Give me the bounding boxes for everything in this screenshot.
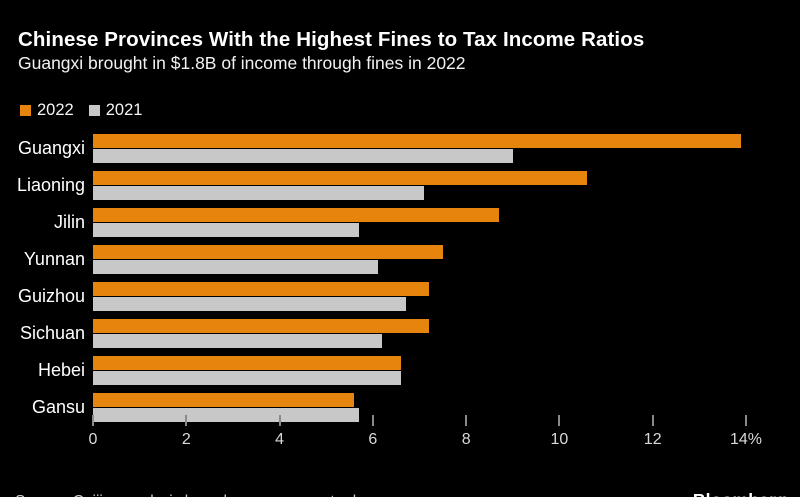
x-axis-labels: 0 2 4 6 8 10 12 14% [89,431,762,451]
chart-title: Chinese Provinces With the Highest Fines… [18,28,645,51]
bar-2022-sichuan [93,319,429,333]
bar-2022-yunnan [93,245,443,259]
chart-footer: Source: Caijing analysis based on govern… [0,490,800,497]
category-label: Liaoning [16,175,85,195]
chart-row-yunnan: Yunnan [0,245,800,274]
bar-2022-hebei [93,356,401,370]
category-label: Guizhou [17,286,85,306]
x-axis-tick-label: 14% [729,431,763,448]
bar-2021-sichuan [93,334,383,348]
x-axis-tick-label: 0 [88,431,98,448]
bar-2021-jilin [93,223,359,237]
bar-2021-hebei [93,371,401,385]
x-axis-tick-label: 12 [643,431,662,448]
bar-2021-guangxi [93,149,513,163]
category-label: Yunnan [23,249,85,269]
legend-swatch-2022-icon [20,105,31,116]
chart-row-hebei: Hebei [0,356,800,385]
source-note: Source: Caijing analysis based on govern… [15,493,398,497]
bloomberg-logo: Bloomberg [693,490,787,497]
chart-row-liaoning: Liaoning [0,171,800,200]
chart-row-jilin: Jilin [0,208,800,237]
bar-2021-guizhou [93,297,406,311]
bar-group [93,282,746,311]
chart-row-gansu: Gansu [0,393,800,422]
legend-label-2022: 2022 [37,101,74,119]
bar-2021-liaoning [93,186,425,200]
bar-group [93,171,746,200]
bar-group [93,393,746,422]
bar-group [93,134,746,163]
bar-group [93,356,746,385]
bar-2022-guangxi [93,134,742,148]
bar-2022-liaoning [93,171,588,185]
x-axis-tick-label: 6 [368,431,378,448]
chart-subtitle: Guangxi brought in $1.8B of income throu… [18,53,466,73]
legend-item-2021: 2021 [88,101,143,120]
legend-item-2022: 2022 [20,101,74,120]
chart-row-sichuan: Sichuan [0,319,800,348]
x-axis-tick-label: 2 [181,431,191,448]
legend-swatch-2021-icon [88,105,100,116]
bar-2022-gansu [93,393,355,407]
legend: 2022 2021 [20,101,800,120]
chart-row-guangxi: Guangxi [0,134,800,163]
bar-2022-jilin [93,208,499,222]
bar-chart: Guangxi Liaoning Jilin Yunnan Guizhou Sichuan… [0,134,800,426]
x-axis-tick-label: 8 [461,431,471,448]
category-label: Guangxi [17,138,85,158]
category-label: Gansu [31,397,85,417]
chart-figure: Chinese Provinces With the Highest Fines… [0,28,800,497]
bar-group [93,245,746,274]
bar-group [93,319,746,348]
x-axis-tick-label: 10 [550,431,569,448]
category-label: Jilin [53,212,85,232]
legend-label-2021: 2021 [105,101,143,119]
category-label: Sichuan [19,323,85,343]
bar-2022-guizhou [93,282,429,296]
bar-2021-yunnan [93,260,378,274]
x-axis-tick-label: 4 [275,431,285,448]
category-label: Hebei [37,360,85,380]
bar-group [93,208,746,237]
bar-2021-gansu [93,408,359,422]
chart-row-guizhou: Guizhou [0,282,800,311]
